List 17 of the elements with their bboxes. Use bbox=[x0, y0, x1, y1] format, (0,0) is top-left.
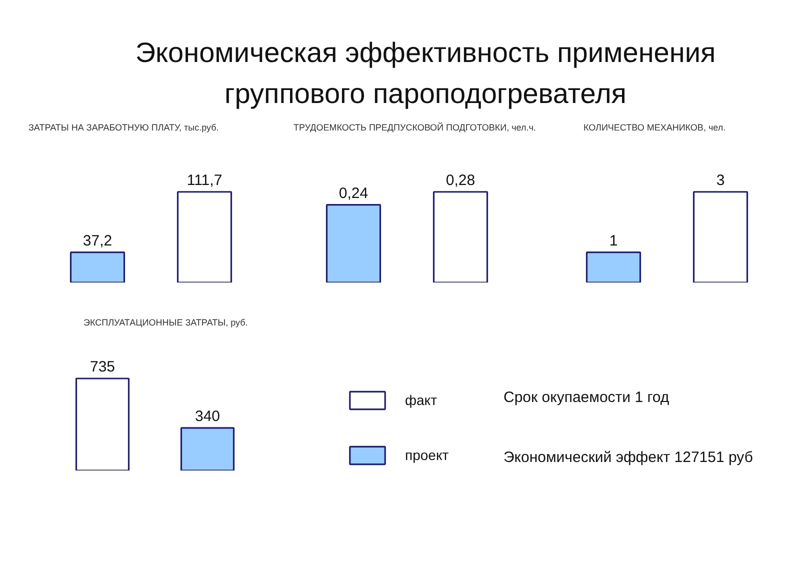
chart-title: ТРУДОЕМКОСТЬ ПРЕДПУСКОВОЙ ПОДГОТОВКИ, чел.ч. bbox=[294, 122, 536, 132]
data-label: 0,24 bbox=[338, 184, 368, 202]
text: Экономическая эффективность применения группового пароподогревателя bbox=[135, 37, 716, 109]
data-label: 3 bbox=[716, 172, 725, 189]
chart-title: ЭКСПЛУАТАЦИОННЫЕ ЗАТРАТЫ, руб. bbox=[84, 318, 248, 328]
data-label: 111,7 bbox=[186, 172, 222, 189]
data-label: 0,28 bbox=[446, 172, 476, 189]
text: Срок окупаемости 1 год bbox=[504, 389, 670, 406]
chart-title: ЗАТРАТЫ НА ЗАРАБОТНУЮ ПЛАТУ, тыс.руб. bbox=[28, 122, 219, 132]
legend-label: факт bbox=[405, 392, 437, 408]
text: Экономический эффект 127151 руб bbox=[504, 449, 753, 466]
data-label: 37,2 bbox=[82, 232, 112, 250]
legend-label: проект bbox=[405, 447, 449, 463]
chart-title: КОЛИЧЕСТВО МЕХАНИКОВ, чел. bbox=[584, 122, 726, 132]
data-label: 340 bbox=[194, 408, 220, 425]
data-label: 735 bbox=[90, 358, 116, 376]
data-label: 1 bbox=[609, 232, 618, 250]
